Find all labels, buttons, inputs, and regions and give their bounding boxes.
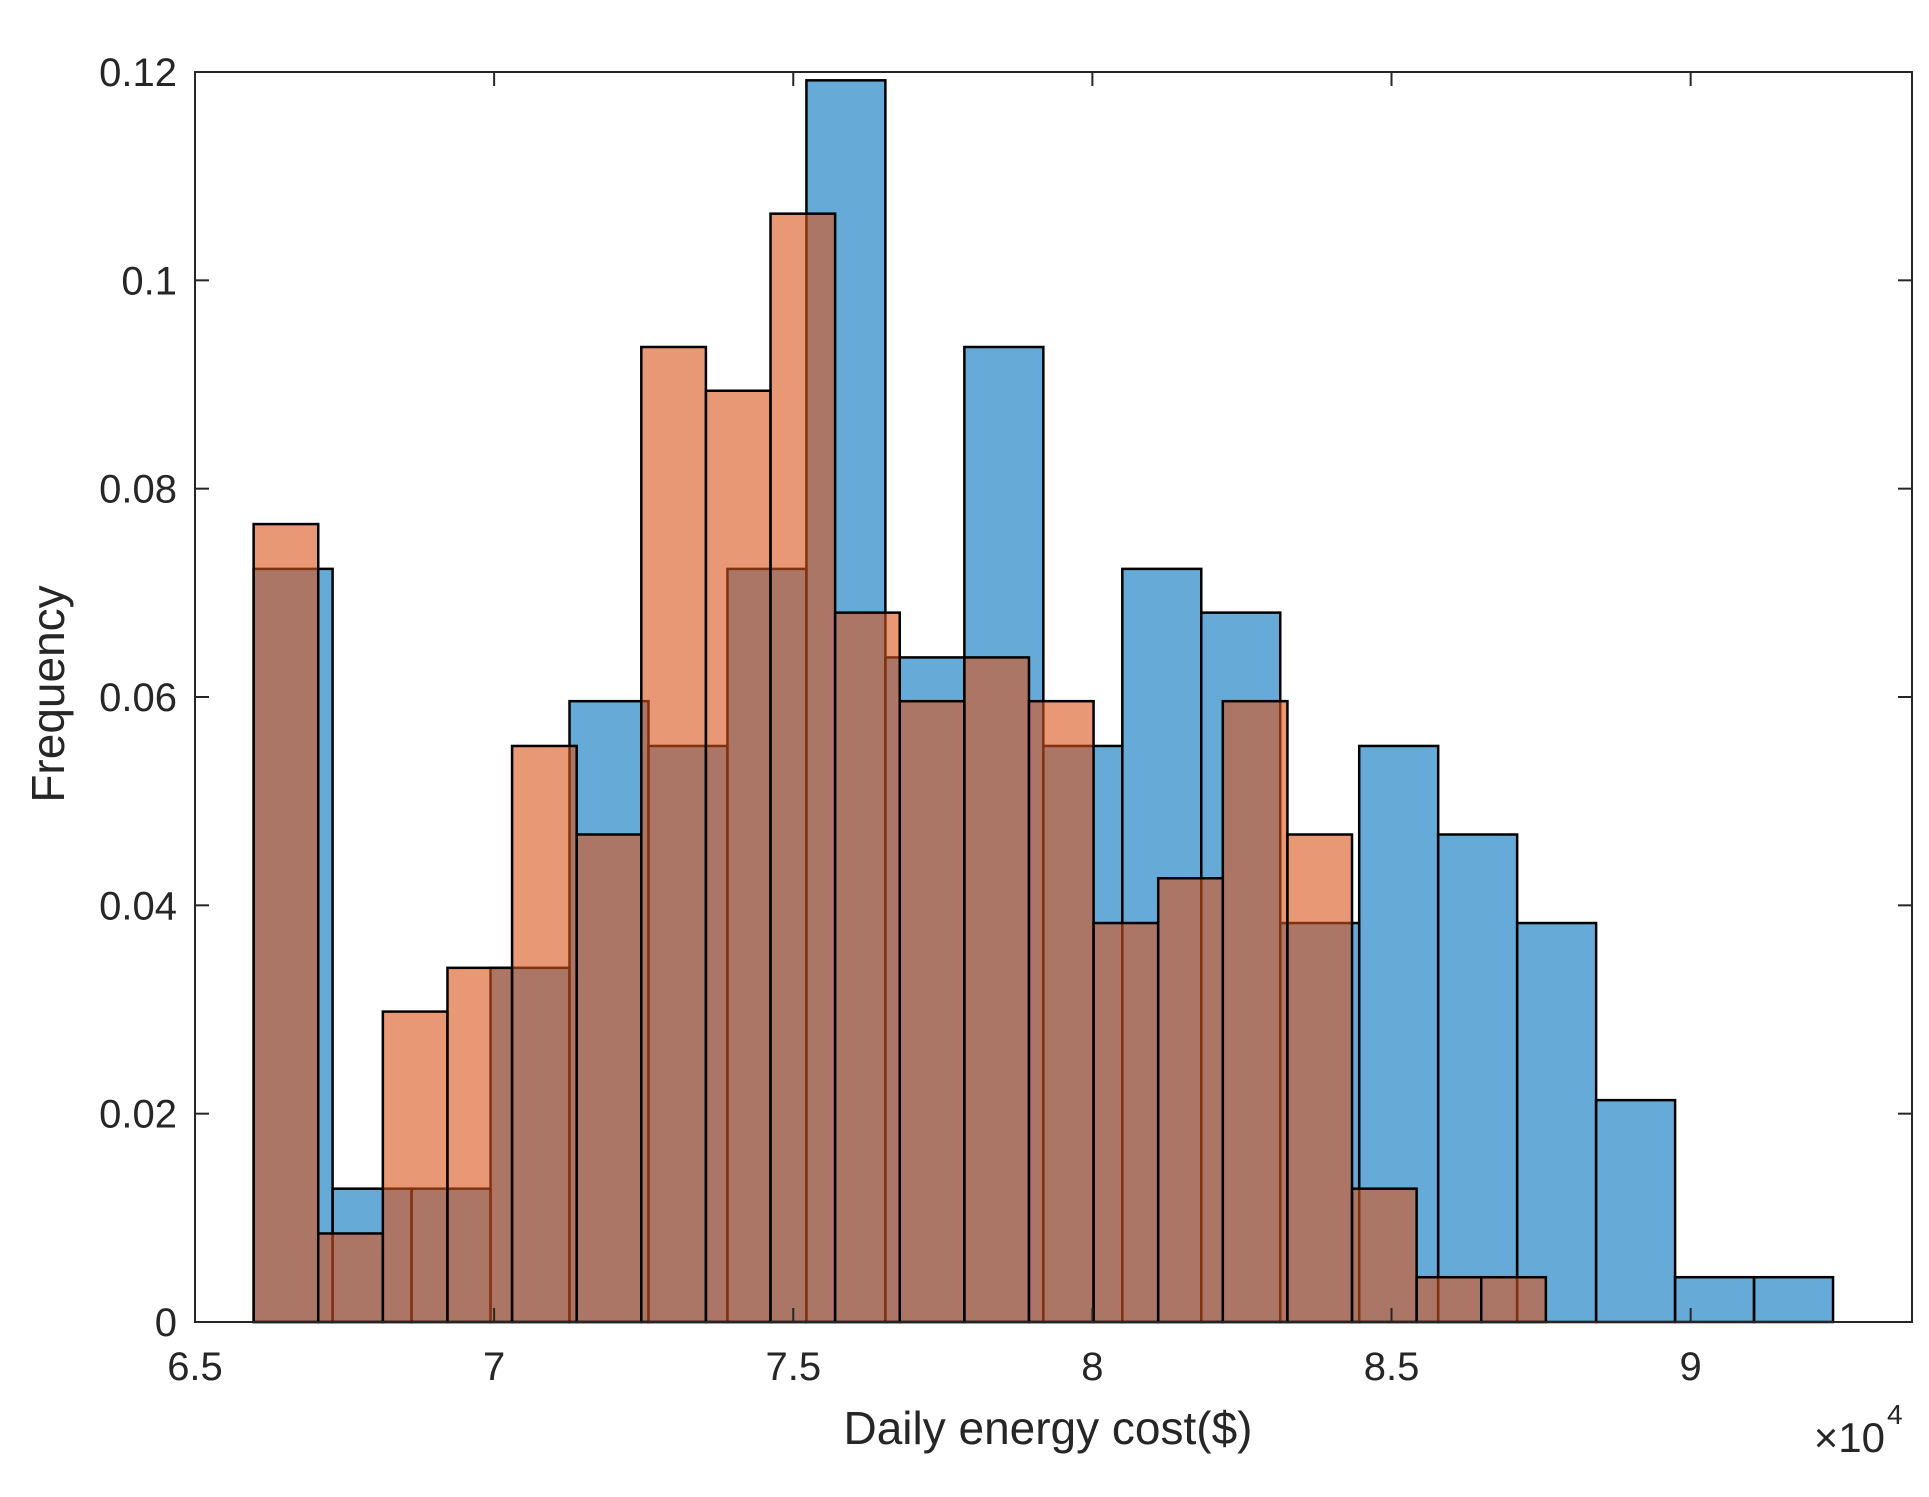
series-2-bar	[769, 212, 837, 1324]
series-1-bar	[1673, 1275, 1756, 1324]
y-axis-label: Frequency	[22, 585, 74, 802]
y-tick-label: 0.06	[99, 676, 177, 720]
series-1-bar	[1515, 921, 1598, 1324]
series-2-bar	[446, 966, 514, 1324]
y-tick-label: 0	[155, 1301, 177, 1345]
series-2-bar	[1350, 1187, 1418, 1324]
x-tick-label: 7.5	[765, 1345, 821, 1389]
x-tick-label: 6.5	[167, 1345, 223, 1389]
series-1-bar	[1436, 833, 1519, 1324]
y-tick-label: 0.04	[99, 884, 177, 928]
ticks: 6.5 7 7.5 8 8.5 9 0 0.02 0.04 0.06 0.08 0.1 0.12	[99, 51, 1912, 1389]
x-tick-label: 7	[483, 1345, 505, 1389]
x-exponent-power: 4	[1887, 1399, 1903, 1430]
series-2-bar	[1286, 833, 1354, 1324]
y-tick-label: 0.12	[99, 51, 177, 95]
series-2-bars	[252, 212, 1548, 1324]
x-axis-label: Daily energy cost($)	[843, 1402, 1252, 1454]
series-2-bar	[381, 1010, 449, 1324]
series-2-bar	[1415, 1275, 1483, 1324]
series-2-bar	[316, 1232, 385, 1324]
series-2-bar	[1027, 699, 1095, 1324]
series-2-bar	[575, 833, 643, 1324]
series-2-bar	[1156, 877, 1225, 1324]
series-2-bar	[704, 389, 772, 1324]
y-tick-label: 0.08	[99, 468, 177, 512]
x-tick-label: 8	[1081, 1345, 1103, 1389]
series-2-bar	[1480, 1275, 1548, 1324]
series-2-bar	[963, 656, 1031, 1324]
x-exponent-base: ×10	[1814, 1414, 1885, 1461]
series-2-bar	[1092, 921, 1160, 1324]
series-1-bar	[1752, 1275, 1835, 1324]
series-2-bar	[833, 611, 902, 1324]
y-tick-label: 0.1	[121, 259, 177, 303]
x-tick-label: 9	[1680, 1345, 1702, 1389]
series-2-bar	[898, 699, 966, 1324]
y-tick-label: 0.02	[99, 1093, 177, 1137]
series-2-bar	[252, 522, 320, 1324]
series-2-bar	[510, 744, 578, 1324]
x-exponent-label: ×10 4	[1814, 1399, 1903, 1461]
series-2-bar	[640, 345, 708, 1324]
series-1-bar	[1594, 1098, 1677, 1324]
series-2-bar	[1221, 699, 1289, 1324]
x-tick-label: 8.5	[1364, 1345, 1420, 1389]
